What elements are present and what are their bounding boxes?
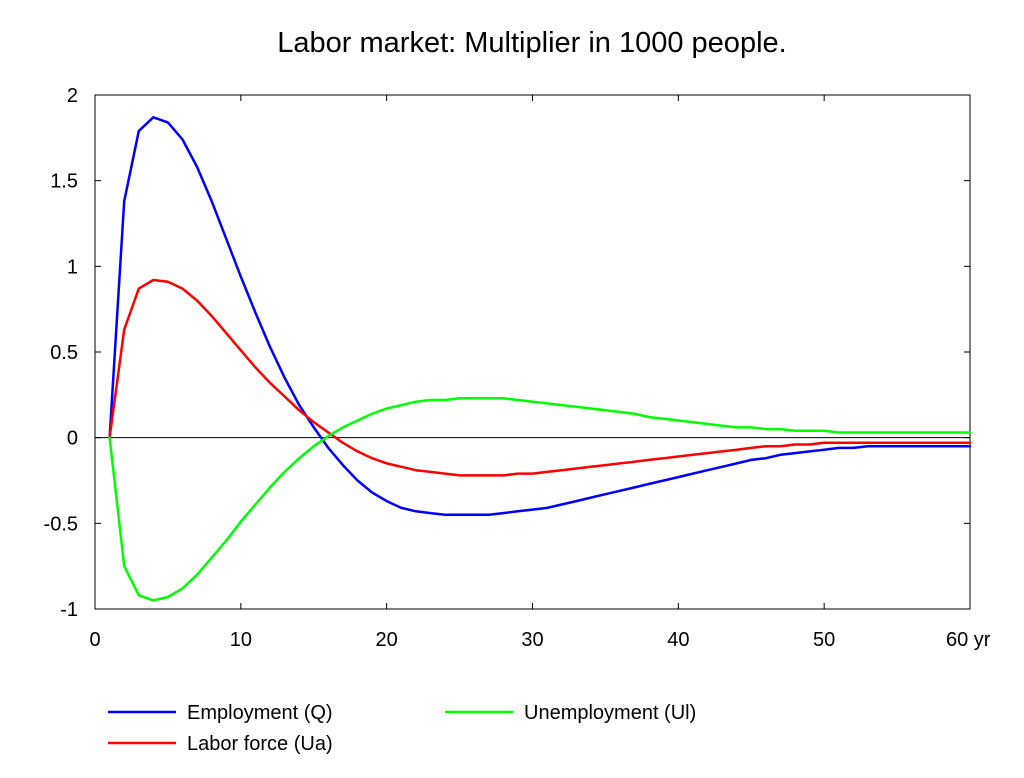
x-tick-label: 0: [89, 629, 100, 651]
chart-title: Labor market: Multiplier in 1000 people.: [277, 27, 786, 59]
x-tick-label: 30: [521, 629, 543, 651]
legend-label-3: Unemployment (Ul): [524, 702, 696, 724]
legend: Employment (Q) Labor force (Ua) Unemployme…: [108, 702, 696, 755]
y-axis: -1 -0.5 0 0.5 1 1.5 2: [44, 85, 970, 621]
plot-frame: [94, 94, 971, 610]
legend-label-2: Labor force (Ua): [187, 733, 333, 755]
y-tick-label: 1.5: [50, 171, 78, 193]
y-tick-label: 1: [67, 256, 78, 278]
x-axis: 0 10 20 30 40 50 60 yr: [89, 95, 991, 651]
x-tick-label: 50: [813, 629, 835, 651]
series-line-2: [108, 278, 972, 477]
series-line-1: [108, 116, 972, 517]
x-tick-label: 60 yr: [946, 629, 991, 651]
series-group: [108, 116, 972, 602]
y-tick-label: 0.5: [50, 342, 78, 364]
legend-label-1: Employment (Q): [187, 702, 333, 724]
y-tick-label: 2: [67, 85, 78, 107]
x-tick-label: 40: [667, 629, 689, 651]
x-tick-label: 10: [230, 629, 252, 651]
y-tick-label: -0.5: [44, 513, 78, 535]
series-line-3: [108, 397, 972, 602]
y-tick-label: 0: [67, 428, 78, 450]
plot-border: [94, 94, 971, 610]
x-tick-label: 20: [376, 629, 398, 651]
y-tick-label: -1: [60, 599, 78, 621]
